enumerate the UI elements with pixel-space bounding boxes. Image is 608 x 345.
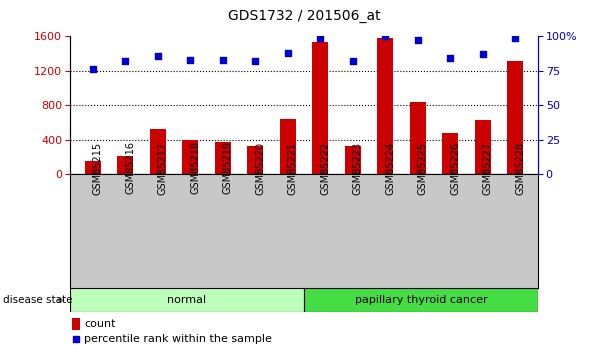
Bar bbox=[215, 142, 231, 174]
Point bbox=[120, 58, 130, 64]
Bar bbox=[304, 288, 538, 312]
Point bbox=[153, 53, 162, 58]
Point bbox=[88, 67, 97, 72]
Text: count: count bbox=[84, 319, 116, 329]
Bar bbox=[70, 288, 304, 312]
Point bbox=[218, 57, 227, 62]
Text: percentile rank within the sample: percentile rank within the sample bbox=[84, 334, 272, 344]
Point bbox=[381, 33, 390, 39]
Bar bbox=[150, 128, 166, 174]
Bar bbox=[345, 146, 361, 174]
Point bbox=[316, 35, 325, 40]
Bar bbox=[280, 119, 296, 174]
Bar bbox=[85, 161, 101, 174]
Bar bbox=[442, 133, 458, 174]
Point bbox=[185, 57, 195, 62]
Bar bbox=[410, 102, 426, 174]
Point bbox=[511, 35, 520, 40]
Text: GDS1732 / 201506_at: GDS1732 / 201506_at bbox=[227, 9, 381, 23]
Bar bbox=[475, 120, 491, 174]
Point bbox=[283, 50, 292, 56]
Bar bbox=[377, 38, 393, 174]
Bar bbox=[182, 140, 198, 174]
Bar bbox=[72, 318, 80, 330]
Text: papillary thyroid cancer: papillary thyroid cancer bbox=[354, 295, 488, 305]
Point bbox=[478, 51, 488, 57]
Point bbox=[413, 38, 423, 43]
Text: normal: normal bbox=[167, 295, 207, 305]
Bar bbox=[247, 146, 263, 174]
Point bbox=[348, 58, 358, 64]
Point bbox=[446, 56, 455, 61]
Bar bbox=[312, 42, 328, 174]
Bar bbox=[117, 156, 133, 174]
Bar bbox=[507, 61, 523, 174]
Point bbox=[250, 58, 260, 64]
Text: disease state: disease state bbox=[3, 295, 72, 305]
